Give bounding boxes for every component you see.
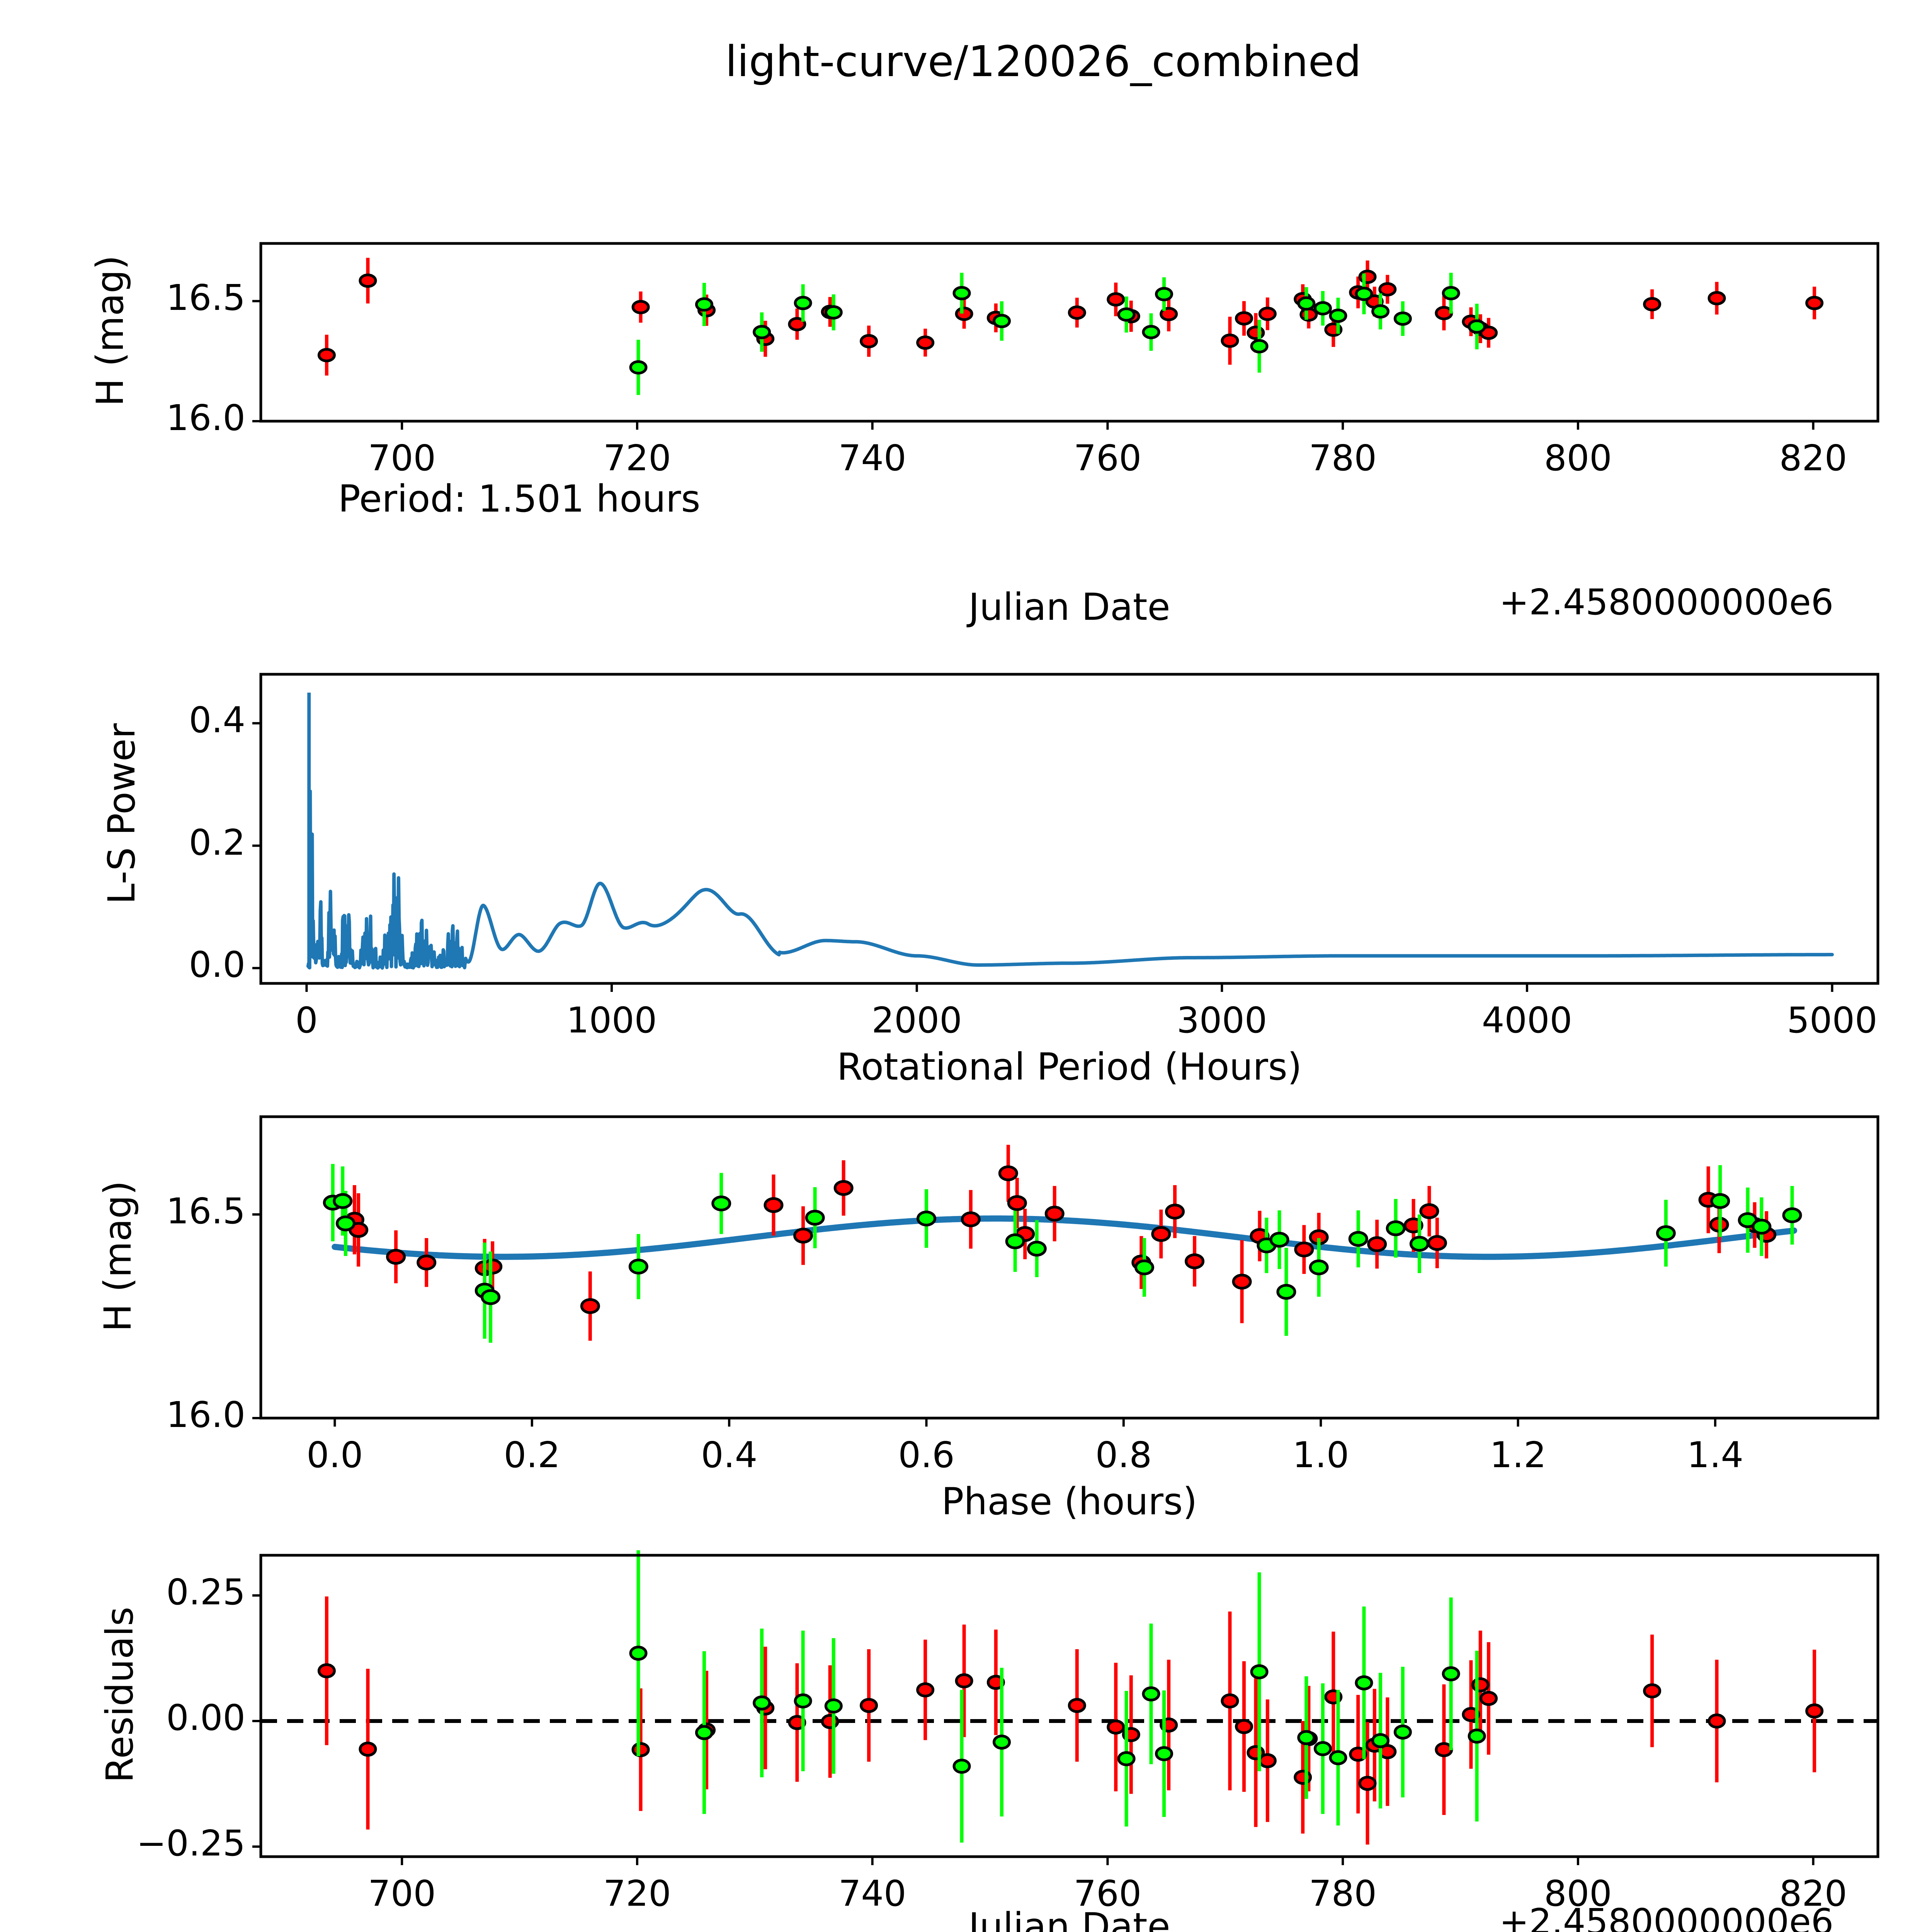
lightcurve-xtick-740: 740 <box>838 437 906 479</box>
lightcurve-xtick-820: 820 <box>1779 437 1847 479</box>
phase-xtick-1p2: 1.2 <box>1490 1434 1546 1476</box>
lightcurve-xtick-700: 700 <box>368 437 436 479</box>
lightcurve-ytick-16.5: 16.5 <box>166 277 245 319</box>
residuals-ytick-neg0p25: −0.25 <box>136 1823 245 1864</box>
residuals-xtick-780: 780 <box>1309 1873 1377 1914</box>
periodogram-xtick-0: 0 <box>295 1000 318 1041</box>
phase-series-red <box>344 1145 1777 1341</box>
phase-xtick-0p8: 0.8 <box>1095 1434 1152 1476</box>
phase-xtick-0p0: 0.0 <box>306 1434 363 1476</box>
periodogram-ytick-0p4: 0.4 <box>189 699 245 741</box>
lightcurve-xtick-720: 720 <box>603 437 671 479</box>
periodogram-xtick-4000: 4000 <box>1481 1000 1572 1041</box>
periodogram-xlabel: Rotational Period (Hours) <box>837 1045 1302 1088</box>
residuals-ytick-0p00: 0.00 <box>166 1697 245 1738</box>
residuals-offset-text: +2.4580000000e6 <box>1499 1901 1834 1932</box>
lightcurve-series-red <box>317 258 1824 376</box>
figure-title: light-curve/120026_combined <box>725 37 1362 86</box>
periodogram-xtick-5000: 5000 <box>1787 1000 1878 1041</box>
lightcurve-xlabel: Julian Date <box>968 585 1170 629</box>
residuals-series-red <box>317 1596 1824 1845</box>
phase-xtick-0p4: 0.4 <box>701 1434 758 1476</box>
lightcurve-xtick-760: 760 <box>1073 437 1142 479</box>
lightcurve-offset-text: +2.4580000000e6 <box>1499 582 1834 623</box>
residuals-xtick-740: 740 <box>838 1873 906 1914</box>
residuals-xtick-760: 760 <box>1073 1873 1142 1914</box>
phase-xtick-0p6: 0.6 <box>898 1434 955 1476</box>
period-annotation: Period: 1.501 hours <box>338 477 701 520</box>
residuals-series-green <box>629 1550 1486 1843</box>
panel-residuals <box>252 1550 1879 1865</box>
lightcurve-xtick-780: 780 <box>1309 437 1377 479</box>
phase-xlabel: Phase (hours) <box>941 1480 1197 1523</box>
periodogram-xtick-1000: 1000 <box>566 1000 657 1041</box>
residuals-plot <box>252 1550 1879 1865</box>
panel-light-curve <box>252 242 1879 430</box>
periodogram-plot <box>252 673 1879 992</box>
residuals-xtick-720: 720 <box>603 1873 671 1914</box>
periodogram-ytick-0p0: 0.0 <box>189 944 245 986</box>
lightcurve-ytick-16.0: 16.0 <box>166 397 245 439</box>
phase-xtick-0p2: 0.2 <box>503 1434 560 1476</box>
panel-phase-folded <box>252 1115 1879 1427</box>
phase-ytick-16.5: 16.5 <box>166 1190 245 1232</box>
residuals-xlabel: Julian Date <box>968 1905 1170 1932</box>
phase-folded-plot <box>252 1115 1879 1427</box>
lightcurve-series-green <box>629 272 1486 395</box>
phase-xtick-1p0: 1.0 <box>1293 1434 1349 1476</box>
lightcurve-xtick-800: 800 <box>1544 437 1612 479</box>
panel-periodogram <box>252 673 1879 992</box>
phase-series-green <box>323 1164 1802 1343</box>
periodogram-xtick-2000: 2000 <box>871 1000 962 1041</box>
periodogram-xtick-3000: 3000 <box>1177 1000 1267 1041</box>
light-curve-plot <box>252 242 1879 430</box>
residuals-xtick-800: 800 <box>1544 1873 1612 1914</box>
residuals-xtick-700: 700 <box>368 1873 436 1914</box>
phase-ytick-16.0: 16.0 <box>166 1394 245 1435</box>
residuals-ytick-0p25: 0.25 <box>166 1571 245 1613</box>
residuals-xtick-820: 820 <box>1779 1873 1847 1914</box>
phase-xtick-1p4: 1.4 <box>1687 1434 1744 1476</box>
periodogram-ytick-0p2: 0.2 <box>189 821 245 863</box>
phase-ylabel: H (mag) <box>96 1180 139 1332</box>
